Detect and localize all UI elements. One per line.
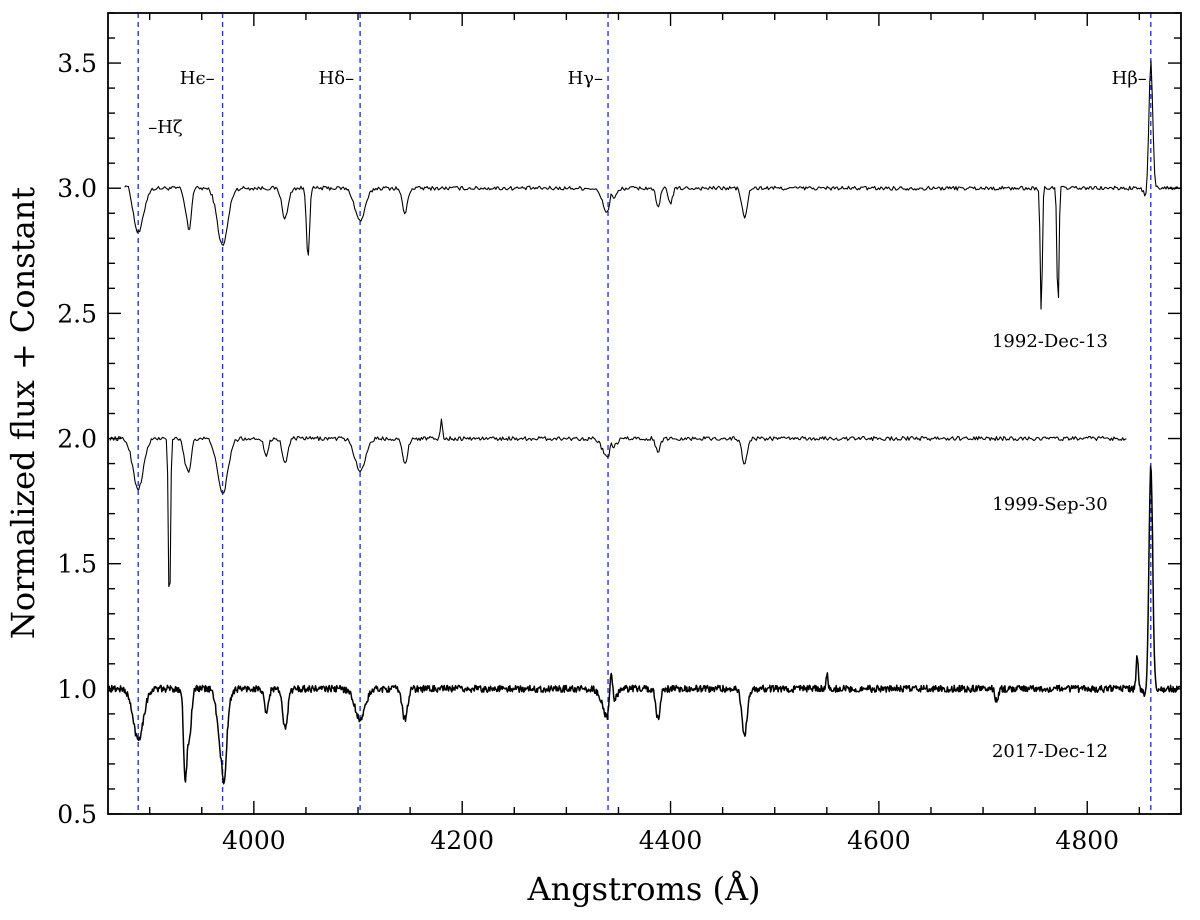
plot-frame [107, 12, 1182, 815]
series-line-2 [107, 465, 1182, 785]
reference-line-label-4: Hβ– [1112, 68, 1147, 89]
series-date-label-1: 1999-Sep-30 [992, 494, 1107, 515]
y-axis-label: Normalized flux + Constant [4, 187, 42, 639]
x-tick-label-1: 4200 [430, 826, 494, 855]
reference-line-label-1: Hϵ– [180, 68, 215, 89]
ticks: 4000 4200 4400 4600 4800 0.5 1.0 1.5 2.0 2.5 3.0 3.… [57, 12, 1181, 855]
y-tick-label-3: 2.0 [57, 425, 97, 454]
x-tick-label-3: 4600 [847, 826, 911, 855]
labels: Angstroms (Å) Normalized flux + Constant… [4, 68, 1147, 908]
reference-line-label-3: Hγ– [568, 68, 603, 89]
series-date-label-2: 2017-Dec-12 [992, 741, 1108, 762]
reference-line-label-0: –Hζ [148, 117, 183, 138]
series-date-label-0: 1992-Dec-13 [992, 331, 1108, 352]
y-tick-label-1: 1.0 [57, 675, 97, 704]
y-tick-label-0: 0.5 [57, 800, 97, 829]
y-tick-label-5: 3.0 [57, 174, 97, 203]
series-line-0 [124, 60, 1182, 310]
y-tick-label-4: 2.5 [57, 299, 97, 328]
x-axis-label: Angstroms (Å) [526, 870, 760, 908]
x-tick-label-4: 4800 [1055, 826, 1119, 855]
y-tick-label-6: 3.5 [57, 49, 97, 78]
reference-line-label-2: Hδ– [319, 68, 355, 89]
x-tick-label-0: 4000 [222, 826, 286, 855]
reference-lines [137, 13, 1152, 814]
y-tick-label-2: 1.5 [57, 550, 97, 579]
x-tick-label-2: 4400 [639, 826, 703, 855]
series-layer [107, 60, 1182, 785]
series-line-1 [109, 418, 1127, 588]
axes [107, 12, 1182, 815]
